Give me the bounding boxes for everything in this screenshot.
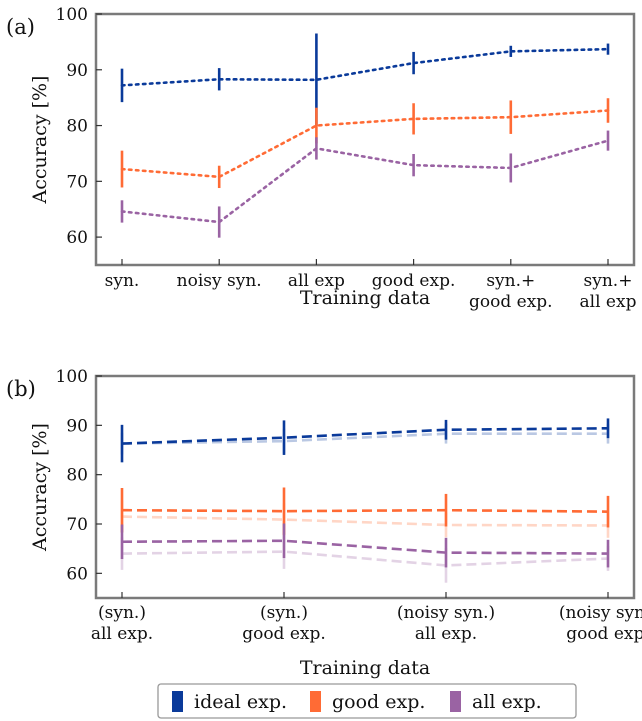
x-axis-label: Training data — [300, 657, 430, 679]
series-good — [120, 487, 610, 535]
y-tick-label: 80 — [66, 466, 88, 486]
legend-label: ideal exp. — [194, 691, 287, 713]
series-good — [120, 98, 610, 189]
series-line — [120, 139, 610, 224]
x-tick-label: all exp. — [91, 624, 153, 644]
legend-swatch — [450, 691, 461, 712]
series-all — [120, 523, 610, 568]
x-tick-label: syn. — [105, 271, 140, 291]
series-all — [120, 130, 610, 238]
x-tick-label: good exp. — [242, 624, 326, 644]
series-all-faded — [120, 534, 610, 583]
legend-frame — [157, 683, 577, 719]
series-line — [121, 508, 609, 513]
series-line — [121, 426, 609, 445]
y-axis-label: Accuracy [%] — [29, 423, 51, 552]
x-tick-label: good exp. — [469, 292, 553, 312]
x-tick-label: good exp. — [372, 271, 456, 291]
series-line — [121, 515, 609, 527]
y-tick-label: 70 — [66, 515, 88, 535]
y-tick-label: 70 — [66, 172, 88, 192]
x-tick-label: all exp — [580, 292, 637, 312]
x-tick-label: (syn.) — [98, 603, 146, 623]
series-good-faded — [120, 500, 610, 538]
y-tick-label: 90 — [66, 61, 88, 81]
y-tick-label: 60 — [66, 564, 88, 584]
panel-label: (b) — [6, 377, 36, 401]
x-tick-label: syn.+ — [584, 271, 633, 291]
x-axis-label: Training data — [300, 287, 430, 309]
x-tick-label: (noisy syn.) — [559, 603, 642, 623]
panel-a: 60 70 80 90 100 syn. noisy syn. all exp good exp… — [6, 5, 637, 312]
y-tick-label: 90 — [66, 416, 88, 436]
x-tick-label: (syn.) — [260, 603, 308, 623]
panel-label: (a) — [6, 15, 35, 39]
y-tick-label: 100 — [56, 367, 88, 387]
legend: ideal exp. good exp. all exp. — [157, 683, 577, 719]
y-tick-label: 80 — [66, 117, 88, 137]
legend-swatch — [172, 691, 183, 712]
legend-label: good exp. — [332, 691, 425, 713]
plot-frame — [94, 12, 636, 267]
series-line — [121, 432, 608, 445]
y-tick-label: 100 — [56, 5, 88, 25]
series-ideal — [120, 418, 610, 463]
x-tick-label: good exp. — [566, 624, 642, 644]
series-line — [120, 109, 610, 179]
y-axis-label: Accuracy [%] — [29, 76, 51, 205]
x-tick-label: all exp. — [415, 624, 477, 644]
series-line — [121, 550, 609, 567]
plot-frame — [94, 374, 636, 600]
legend-swatch — [310, 691, 321, 712]
y-tick-label: 60 — [66, 228, 88, 248]
series-line — [121, 539, 609, 555]
x-tick-label: syn.+ — [486, 271, 535, 291]
x-tick-label: all exp — [288, 271, 345, 291]
legend-label: all exp. — [472, 691, 542, 713]
x-tick-label: (noisy syn.) — [397, 603, 495, 623]
series-line — [120, 47, 610, 87]
series-ideal — [120, 33, 610, 127]
x-tick-label: noisy syn. — [177, 271, 262, 291]
